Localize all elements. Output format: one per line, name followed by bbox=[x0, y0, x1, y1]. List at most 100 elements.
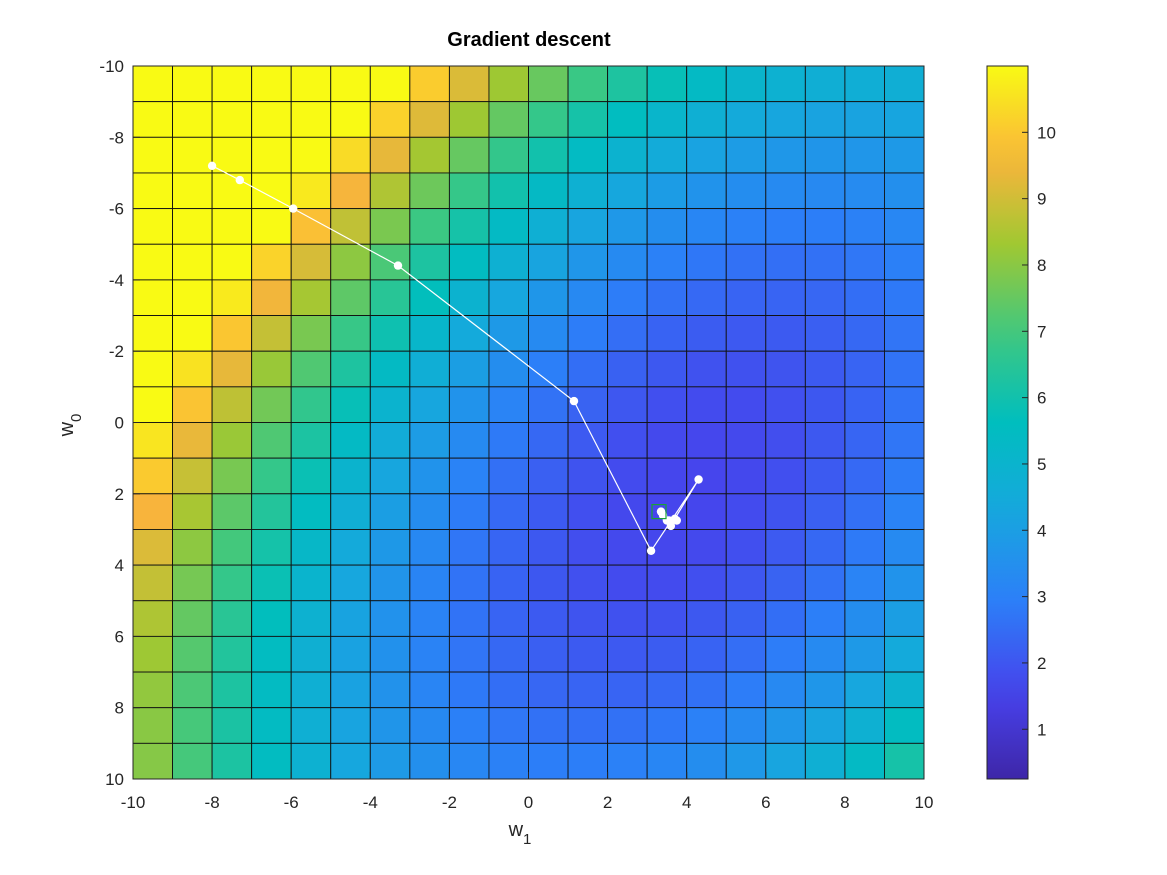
heatmap-cell bbox=[804, 529, 846, 566]
heatmap-cell bbox=[884, 101, 925, 138]
heatmap-cell bbox=[488, 136, 529, 174]
heatmap-cell bbox=[884, 493, 925, 530]
heatmap-cell bbox=[765, 493, 806, 530]
heatmap-cell bbox=[567, 564, 609, 602]
colorbar-tick-label: 9 bbox=[1037, 190, 1046, 209]
heatmap-cell bbox=[369, 101, 411, 138]
heatmap-cell bbox=[488, 279, 529, 316]
heatmap-cell bbox=[132, 315, 173, 352]
heatmap-cell bbox=[607, 493, 648, 530]
heatmap-cell bbox=[804, 315, 846, 352]
heatmap-cell bbox=[765, 529, 806, 566]
heatmap-cell bbox=[686, 136, 727, 174]
heatmap-cell bbox=[211, 635, 253, 673]
heatmap-cell bbox=[804, 600, 846, 637]
heatmap-cell bbox=[251, 65, 292, 103]
heatmap-cell bbox=[290, 635, 332, 673]
heatmap-cell bbox=[330, 386, 371, 423]
heatmap-cell bbox=[132, 65, 173, 103]
heatmap-cell bbox=[686, 422, 727, 459]
heatmap-cell bbox=[132, 136, 173, 174]
heatmap-cell bbox=[251, 457, 292, 495]
colorbar-tick-label: 3 bbox=[1037, 588, 1046, 607]
heatmap-cells bbox=[132, 65, 925, 780]
heatmap-cell bbox=[804, 457, 846, 495]
heatmap-cell bbox=[488, 315, 529, 352]
heatmap-cell bbox=[211, 564, 253, 602]
heatmap-cell bbox=[646, 564, 688, 602]
heatmap-cell bbox=[607, 564, 648, 602]
heatmap-cell bbox=[646, 707, 688, 744]
heatmap-cell bbox=[448, 707, 490, 744]
heatmap-cell bbox=[488, 172, 529, 210]
heatmap-cell bbox=[607, 172, 648, 210]
x-tick-label: -2 bbox=[442, 793, 457, 812]
heatmap-cell bbox=[330, 671, 371, 709]
heatmap-cell bbox=[290, 315, 332, 352]
descent-path-point bbox=[662, 516, 672, 525]
heatmap-cell bbox=[884, 172, 925, 210]
heatmap-cell bbox=[488, 65, 529, 103]
heatmap-cell bbox=[686, 65, 727, 103]
heatmap-cell bbox=[251, 208, 292, 245]
heatmap-cell bbox=[448, 65, 490, 103]
heatmap-cell bbox=[804, 742, 846, 780]
heatmap-cell bbox=[844, 279, 885, 316]
heatmap-cell bbox=[567, 101, 609, 138]
heatmap-cell bbox=[804, 422, 846, 459]
heatmap-cell bbox=[132, 457, 173, 495]
heatmap-cell bbox=[172, 457, 213, 495]
heatmap-cell bbox=[448, 671, 490, 709]
heatmap-cell bbox=[211, 386, 253, 423]
heatmap-cell bbox=[448, 386, 490, 423]
colorbar-tick-label: 10 bbox=[1037, 123, 1056, 142]
heatmap-cell bbox=[804, 208, 846, 245]
descent-path-point bbox=[656, 507, 666, 516]
heatmap-cell bbox=[804, 707, 846, 744]
heatmap-cell bbox=[369, 243, 411, 281]
heatmap-cell bbox=[567, 742, 609, 780]
heatmap-cell bbox=[409, 350, 450, 388]
heatmap-cell bbox=[884, 422, 925, 459]
heatmap-cell bbox=[211, 707, 253, 744]
heatmap-cell bbox=[528, 279, 569, 316]
heatmap-cell bbox=[686, 243, 727, 281]
descent-path-point bbox=[289, 204, 298, 213]
heatmap-cell bbox=[844, 493, 885, 530]
heatmap-cell bbox=[211, 101, 253, 138]
y-tick-label: 10 bbox=[105, 770, 124, 789]
heatmap-cell bbox=[844, 529, 885, 566]
heatmap-cell bbox=[528, 422, 569, 459]
x-axis-ticks: -10 -8 -6 -4 -2 0 2 4 6 8 10 bbox=[121, 772, 933, 812]
heatmap-cell bbox=[251, 600, 292, 637]
heatmap-cell bbox=[567, 315, 609, 352]
colorbar-tick-label: 1 bbox=[1037, 720, 1046, 739]
heatmap-cell bbox=[290, 386, 332, 423]
heatmap-cell bbox=[528, 529, 569, 566]
heatmap-cell bbox=[369, 600, 411, 637]
heatmap-cell bbox=[765, 635, 806, 673]
heatmap-cell bbox=[804, 635, 846, 673]
heatmap-cell bbox=[804, 386, 846, 423]
heatmap-cell bbox=[844, 386, 885, 423]
heatmap-cell bbox=[646, 101, 688, 138]
y-axis-label-main: w bbox=[56, 421, 78, 437]
heatmap-cell bbox=[330, 707, 371, 744]
heatmap-cell bbox=[528, 707, 569, 744]
heatmap-cell bbox=[290, 136, 332, 174]
heatmap-cell bbox=[884, 742, 925, 780]
heatmap-cell bbox=[765, 243, 806, 281]
x-tick-label: 2 bbox=[603, 793, 612, 812]
heatmap-cell bbox=[765, 600, 806, 637]
heatmap-cell bbox=[646, 279, 688, 316]
heatmap-cell bbox=[448, 529, 490, 566]
heatmap-cell bbox=[646, 172, 688, 210]
heatmap-cell bbox=[844, 136, 885, 174]
heatmap-cell bbox=[330, 101, 371, 138]
heatmap-cell bbox=[607, 635, 648, 673]
heatmap-cell bbox=[607, 707, 648, 744]
heatmap-cell bbox=[172, 350, 213, 388]
colorbar-frame bbox=[986, 65, 1029, 780]
heatmap-cell bbox=[409, 457, 450, 495]
